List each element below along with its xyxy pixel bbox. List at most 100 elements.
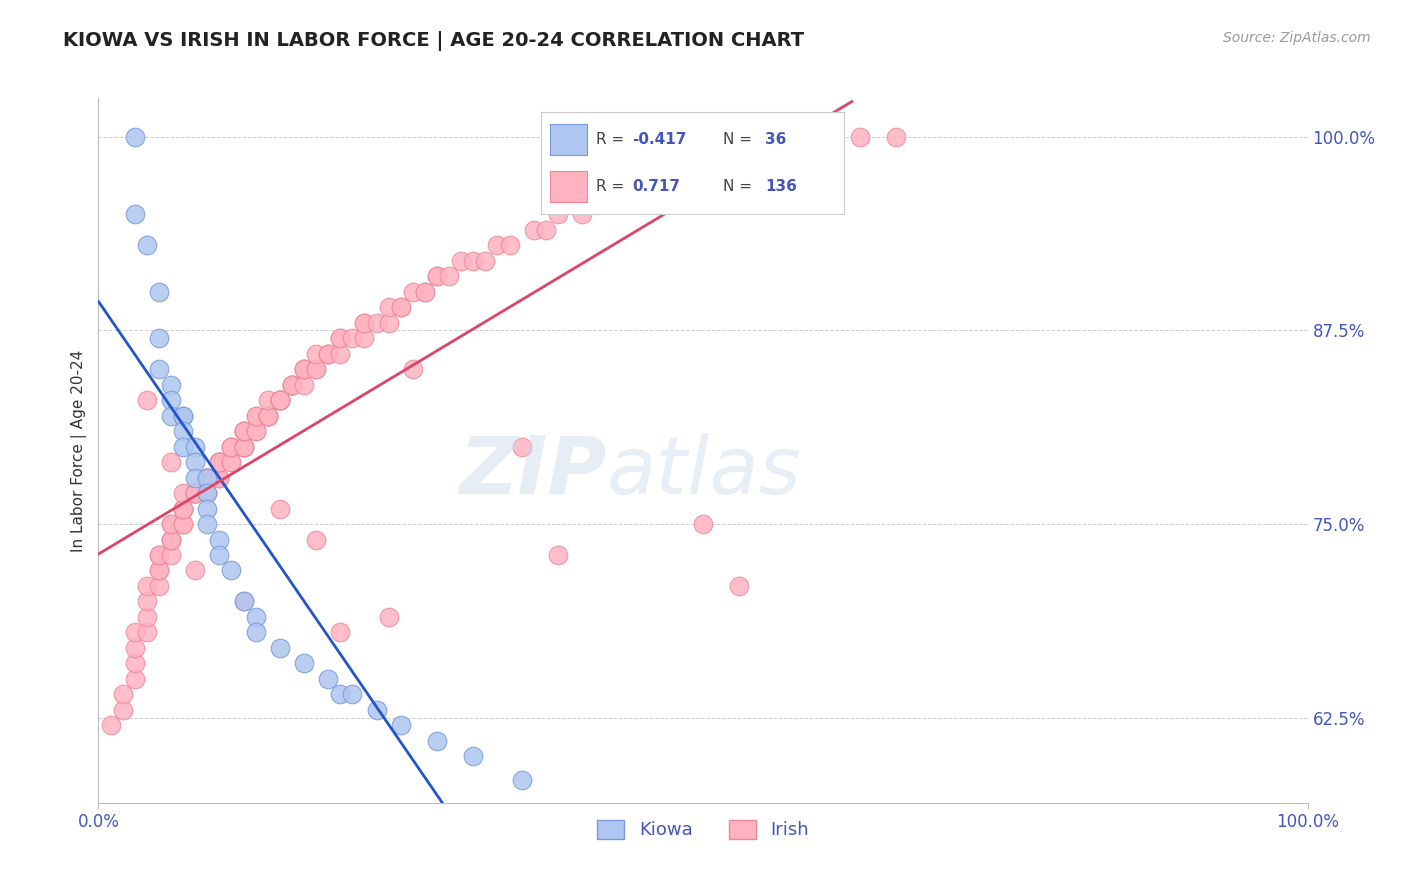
Point bbox=[135, 594, 157, 608]
Point bbox=[148, 331, 170, 345]
Point bbox=[269, 393, 291, 408]
Point bbox=[245, 409, 267, 423]
Point bbox=[366, 703, 388, 717]
Point bbox=[148, 579, 170, 593]
Point bbox=[595, 192, 617, 206]
Point bbox=[232, 594, 254, 608]
Text: atlas: atlas bbox=[606, 433, 801, 510]
Point bbox=[305, 362, 328, 376]
Point bbox=[437, 269, 460, 284]
Point bbox=[148, 564, 170, 578]
Point bbox=[172, 501, 194, 516]
Point bbox=[221, 564, 243, 578]
Point bbox=[221, 440, 243, 454]
Point bbox=[269, 393, 291, 408]
Text: R =: R = bbox=[596, 132, 628, 146]
Point bbox=[172, 409, 194, 423]
Point bbox=[316, 346, 339, 360]
Point bbox=[160, 377, 183, 392]
Point bbox=[184, 470, 207, 484]
Point bbox=[184, 486, 207, 500]
Point bbox=[184, 486, 207, 500]
Text: KIOWA VS IRISH IN LABOR FORCE | AGE 20-24 CORRELATION CHART: KIOWA VS IRISH IN LABOR FORCE | AGE 20-2… bbox=[63, 31, 804, 51]
Point bbox=[389, 718, 412, 732]
Point bbox=[195, 470, 218, 484]
Point bbox=[886, 129, 908, 144]
Point bbox=[463, 749, 485, 764]
Point bbox=[195, 486, 218, 500]
Point bbox=[160, 409, 183, 423]
Point bbox=[353, 331, 375, 345]
Point bbox=[172, 516, 194, 531]
Point bbox=[232, 424, 254, 438]
Point bbox=[184, 486, 207, 500]
Point bbox=[752, 145, 775, 160]
Point bbox=[269, 640, 291, 655]
Point bbox=[402, 362, 425, 376]
Point bbox=[195, 470, 218, 484]
Point bbox=[534, 223, 557, 237]
Text: N =: N = bbox=[723, 132, 756, 146]
Point bbox=[389, 300, 412, 314]
Point bbox=[124, 657, 146, 671]
Point bbox=[426, 269, 449, 284]
Point bbox=[329, 625, 352, 640]
Point bbox=[135, 238, 157, 252]
Point bbox=[221, 440, 243, 454]
Point bbox=[124, 672, 146, 686]
Point bbox=[208, 470, 231, 484]
Point bbox=[292, 362, 315, 376]
Point bbox=[402, 285, 425, 299]
Point bbox=[221, 455, 243, 469]
Point bbox=[124, 640, 146, 655]
Point bbox=[135, 579, 157, 593]
Point bbox=[208, 455, 231, 469]
Point bbox=[195, 501, 218, 516]
Point bbox=[413, 285, 436, 299]
Text: 136: 136 bbox=[765, 179, 797, 194]
Point bbox=[329, 687, 352, 701]
Point bbox=[148, 362, 170, 376]
Point bbox=[498, 238, 520, 252]
Point bbox=[316, 346, 339, 360]
Point bbox=[316, 672, 339, 686]
Point bbox=[148, 564, 170, 578]
Point bbox=[160, 393, 183, 408]
Point bbox=[463, 253, 485, 268]
Point bbox=[269, 393, 291, 408]
Point bbox=[184, 440, 207, 454]
Point bbox=[111, 703, 134, 717]
Point bbox=[353, 316, 375, 330]
Point bbox=[135, 393, 157, 408]
Text: R =: R = bbox=[596, 179, 628, 194]
Text: Source: ZipAtlas.com: Source: ZipAtlas.com bbox=[1223, 31, 1371, 45]
Point bbox=[329, 331, 352, 345]
Point bbox=[184, 486, 207, 500]
Point bbox=[353, 316, 375, 330]
Point bbox=[292, 362, 315, 376]
Point bbox=[619, 192, 641, 206]
Point bbox=[281, 377, 304, 392]
Point bbox=[644, 176, 666, 190]
Point bbox=[728, 579, 751, 593]
Point bbox=[208, 533, 231, 547]
Point bbox=[377, 300, 399, 314]
Point bbox=[172, 501, 194, 516]
Point bbox=[292, 362, 315, 376]
Text: 36: 36 bbox=[765, 132, 786, 146]
Point bbox=[148, 285, 170, 299]
Point bbox=[316, 346, 339, 360]
Point bbox=[281, 377, 304, 392]
Text: ZIP: ZIP bbox=[458, 433, 606, 510]
Point bbox=[256, 409, 278, 423]
Point bbox=[195, 486, 218, 500]
Point bbox=[269, 501, 291, 516]
Point bbox=[571, 207, 593, 221]
Point bbox=[716, 161, 738, 175]
Point bbox=[377, 316, 399, 330]
Point bbox=[160, 516, 183, 531]
Point bbox=[450, 253, 472, 268]
Point bbox=[523, 223, 546, 237]
Point bbox=[148, 548, 170, 562]
Point bbox=[486, 238, 509, 252]
